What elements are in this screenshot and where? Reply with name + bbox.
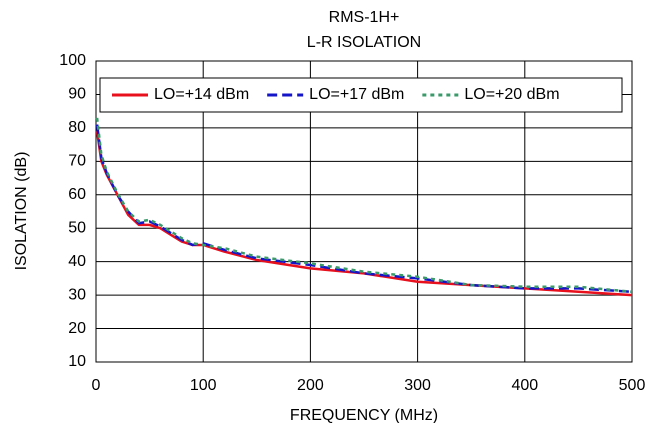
x-tick-label: 100 (190, 377, 217, 394)
x-tick-label: 200 (297, 377, 324, 394)
x-tick-label: 0 (92, 377, 101, 394)
x-axis-label: FREQUENCY (MHz) (290, 407, 438, 423)
x-tick-label: 300 (404, 377, 431, 394)
y-tick-label: 10 (68, 353, 86, 370)
y-tick-label: 90 (68, 86, 86, 103)
y-tick-label: 60 (68, 186, 86, 203)
y-tick-label: 20 (68, 320, 86, 337)
x-tick-label: 400 (511, 377, 538, 394)
y-tick-label: 40 (68, 253, 86, 270)
y-tick-label: 70 (68, 153, 86, 170)
y-tick-label: 100 (59, 52, 86, 69)
y-tick-label: 50 (68, 219, 86, 236)
chart-title: RMS-1H+ (329, 9, 400, 26)
legend-label: LO=+14 dBm (154, 86, 249, 103)
x-tick-label: 500 (619, 377, 646, 394)
y-tick-label: 80 (68, 119, 86, 136)
legend-box (99, 77, 623, 113)
chart-subtitle: L-R ISOLATION (307, 34, 421, 51)
y-tick-label: 30 (68, 286, 86, 303)
series-line (95, 124, 633, 294)
legend-label: LO=+17 dBm (309, 86, 404, 103)
legend-label: LO=+20 dBm (464, 86, 559, 103)
y-axis-label: ISOLATION (dB) (13, 152, 30, 271)
